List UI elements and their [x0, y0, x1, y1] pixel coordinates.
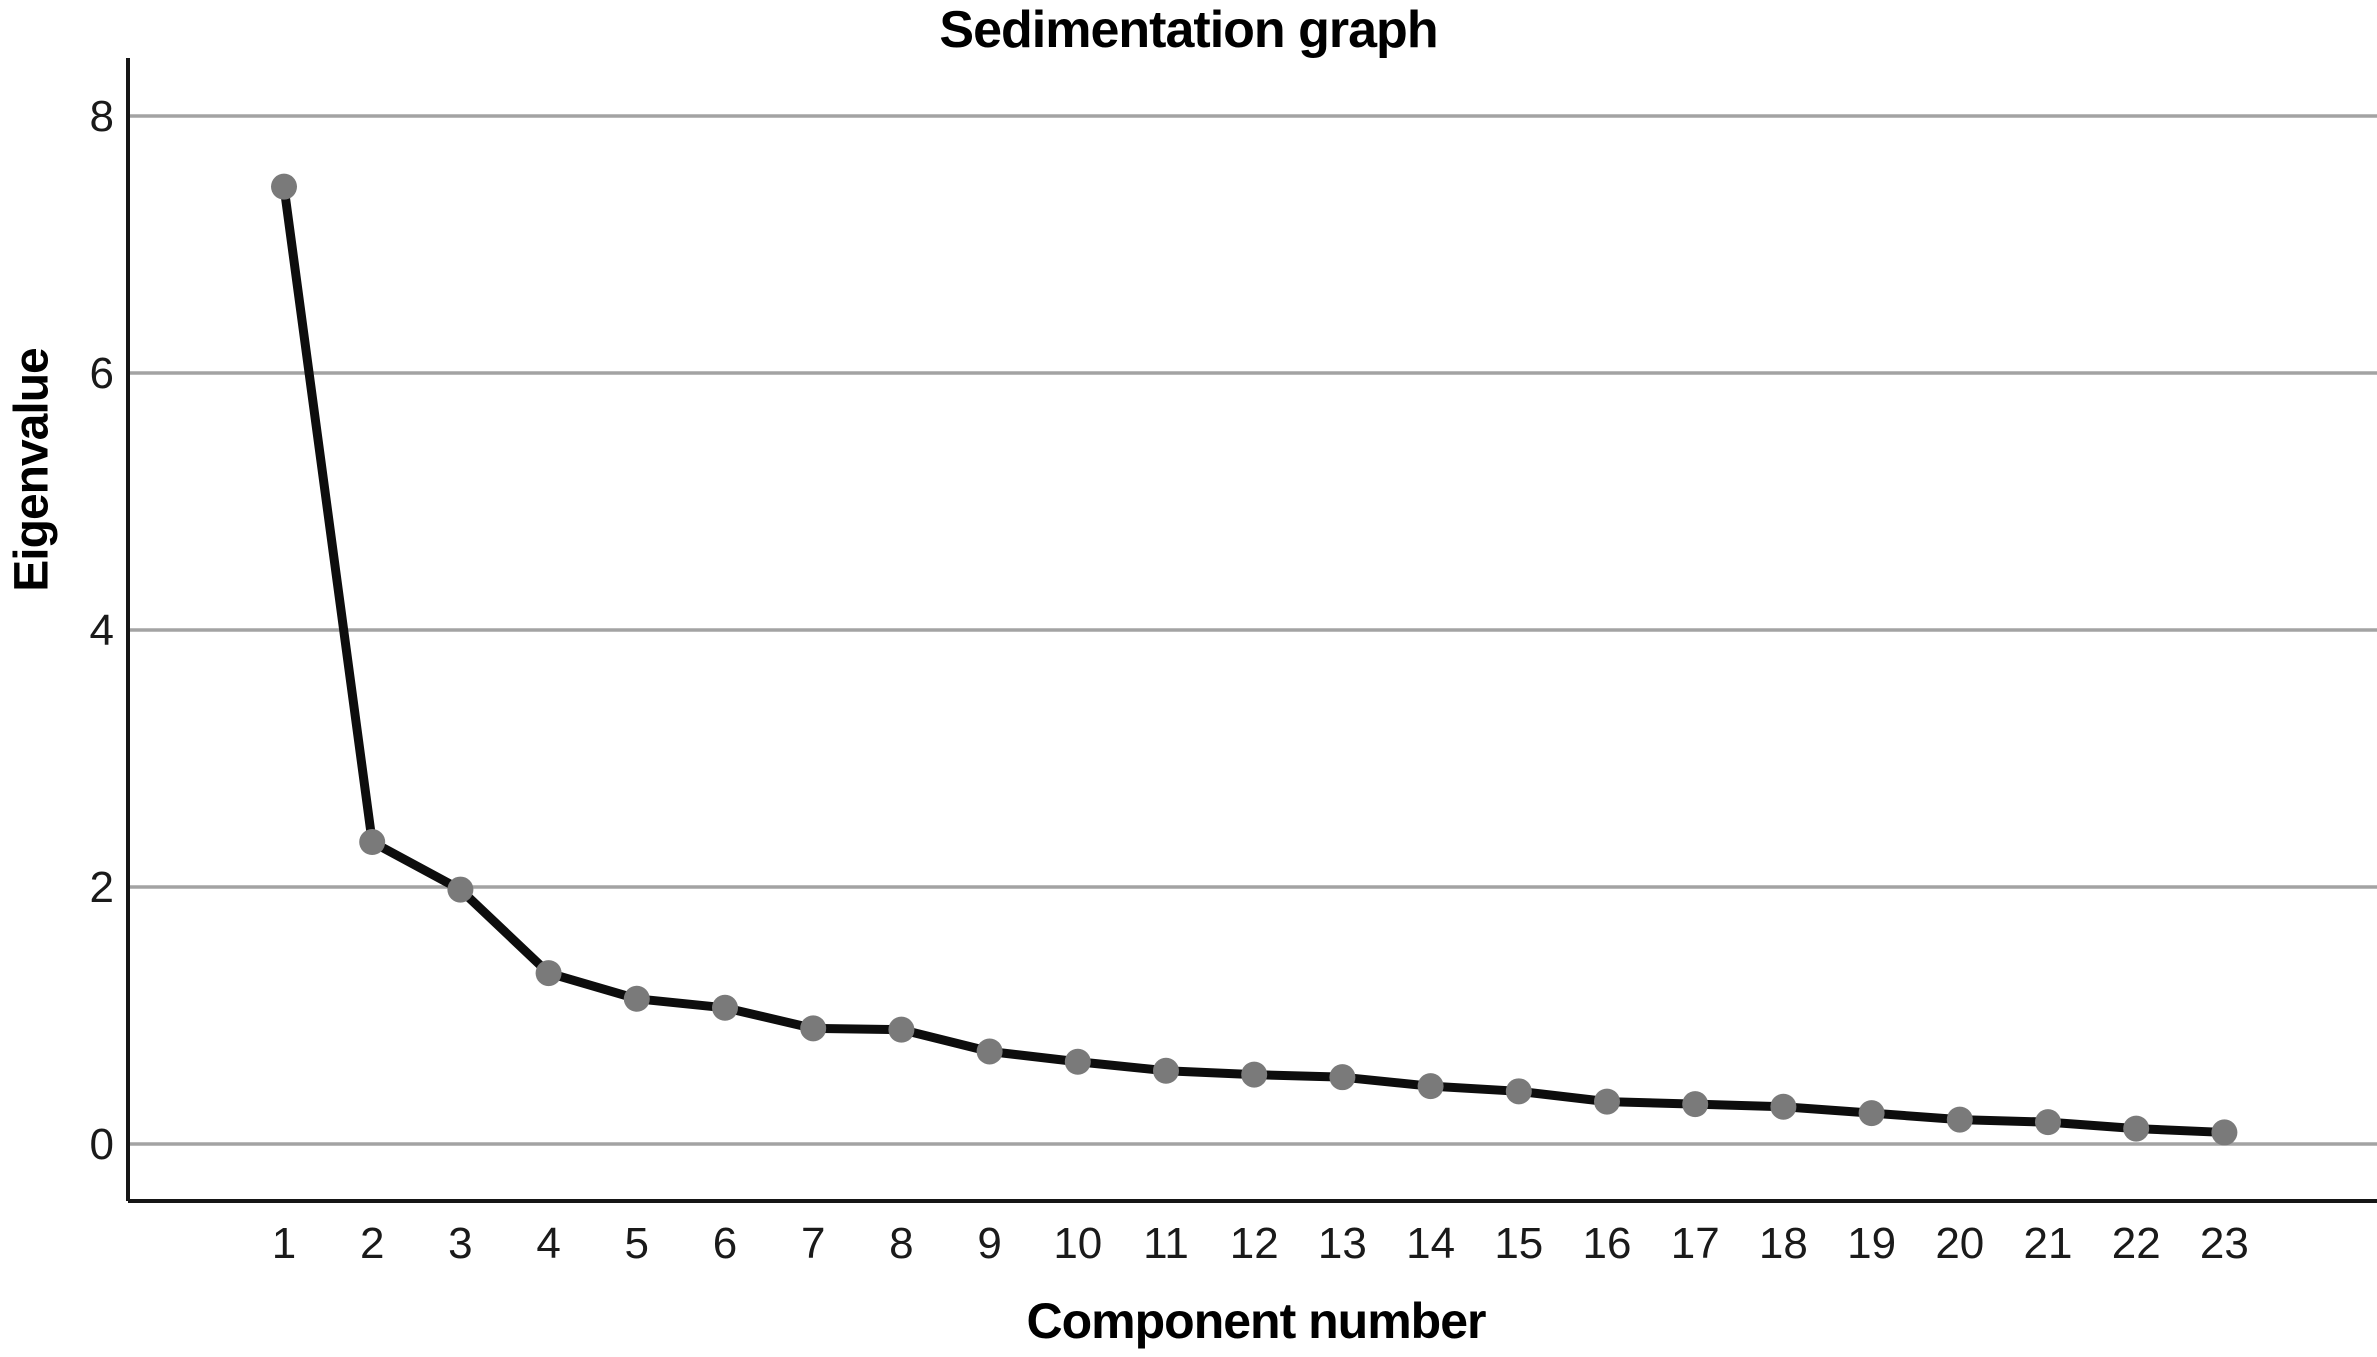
- x-tick-label: 23: [2200, 1219, 2249, 1268]
- x-tick-label: 2: [360, 1219, 384, 1268]
- x-tick-label: 21: [2024, 1219, 2073, 1268]
- x-tick-label: 14: [1406, 1219, 1455, 1268]
- data-point: [1682, 1091, 1709, 1118]
- data-point-markers: [271, 173, 2238, 1146]
- data-point: [359, 829, 386, 856]
- data-point: [1946, 1106, 1973, 1133]
- data-point: [1064, 1048, 1091, 1075]
- y-tick-label: 4: [90, 606, 114, 655]
- gridlines: [128, 114, 2377, 1146]
- data-point: [2035, 1109, 2061, 1136]
- x-tick-label: 9: [977, 1219, 1001, 1268]
- data-point: [1417, 1073, 1444, 1100]
- data-point: [1505, 1078, 1532, 1105]
- x-tick-label: 13: [1318, 1219, 1367, 1268]
- x-tick-label: 22: [2112, 1219, 2161, 1268]
- eigenvalue-line: [279, 182, 2229, 1137]
- data-point: [1858, 1100, 1885, 1127]
- data-point: [1329, 1064, 1356, 1091]
- data-point: [712, 994, 738, 1021]
- y-tick-label: 8: [90, 92, 114, 141]
- data-point: [623, 985, 650, 1012]
- y-tick-label: 2: [90, 863, 114, 912]
- x-tick-label: 11: [1143, 1219, 1189, 1268]
- y-tick-label: 0: [90, 1120, 114, 1169]
- data-point: [2211, 1119, 2238, 1146]
- x-tick-label: 16: [1583, 1219, 1632, 1268]
- data-point: [888, 1016, 915, 1043]
- x-tick-label: 3: [448, 1219, 472, 1268]
- x-tick-label: 19: [1847, 1219, 1896, 1268]
- x-axis-title: Component number: [1026, 1293, 1487, 1349]
- x-tick-label: 20: [1935, 1219, 1984, 1268]
- y-tick-labels: 0 2 4 6 8: [90, 92, 114, 1169]
- data-point: [800, 1015, 827, 1042]
- x-tick-label: 17: [1671, 1219, 1720, 1268]
- data-point: [1153, 1057, 1179, 1084]
- x-tick-label: 10: [1053, 1219, 1102, 1268]
- data-point: [1594, 1088, 1620, 1115]
- x-tick-label: 1: [272, 1219, 296, 1268]
- x-tick-label: 4: [536, 1219, 560, 1268]
- x-tick-label: 12: [1230, 1219, 1279, 1268]
- y-tick-label: 6: [90, 349, 114, 398]
- x-tick-label: 6: [713, 1219, 737, 1268]
- x-tick-label: 8: [889, 1219, 913, 1268]
- x-tick-label: 18: [1759, 1219, 1808, 1268]
- data-point: [1241, 1061, 1268, 1088]
- data-point: [1770, 1093, 1797, 1120]
- data-point: [2123, 1115, 2150, 1142]
- data-point: [535, 960, 562, 987]
- x-tick-label: 7: [801, 1219, 825, 1268]
- data-point: [976, 1038, 1003, 1065]
- data-point: [271, 173, 297, 200]
- x-tick-label: 15: [1494, 1219, 1543, 1268]
- x-tick-label: 5: [625, 1219, 649, 1268]
- chart-title: Sedimentation graph: [939, 1, 1438, 59]
- data-point: [447, 876, 474, 903]
- x-tick-labels: 1 2 3 4 5 6 7 8 9 10 11 12 13 14 15 16 17 18 19 20 21 22 23: [272, 1219, 2249, 1268]
